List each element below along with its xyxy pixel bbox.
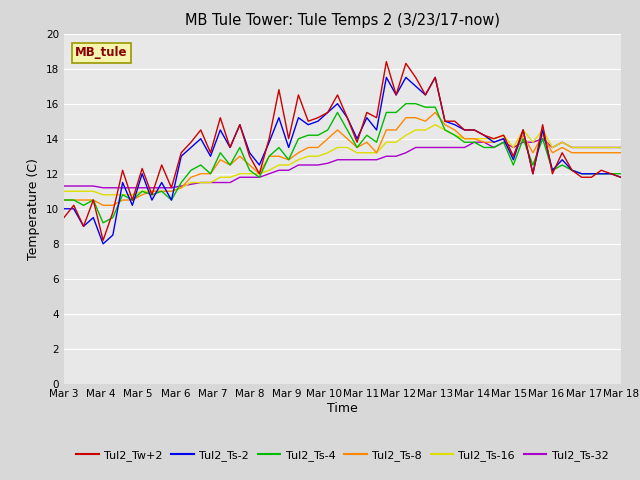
Title: MB Tule Tower: Tule Temps 2 (3/23/17-now): MB Tule Tower: Tule Temps 2 (3/23/17-now… bbox=[185, 13, 500, 28]
X-axis label: Time: Time bbox=[327, 402, 358, 415]
Text: MB_tule: MB_tule bbox=[75, 47, 127, 60]
Legend: Tul2_Tw+2, Tul2_Ts-2, Tul2_Ts-4, Tul2_Ts-8, Tul2_Ts-16, Tul2_Ts-32: Tul2_Tw+2, Tul2_Ts-2, Tul2_Ts-4, Tul2_Ts… bbox=[72, 445, 613, 466]
Y-axis label: Temperature (C): Temperature (C) bbox=[28, 158, 40, 260]
